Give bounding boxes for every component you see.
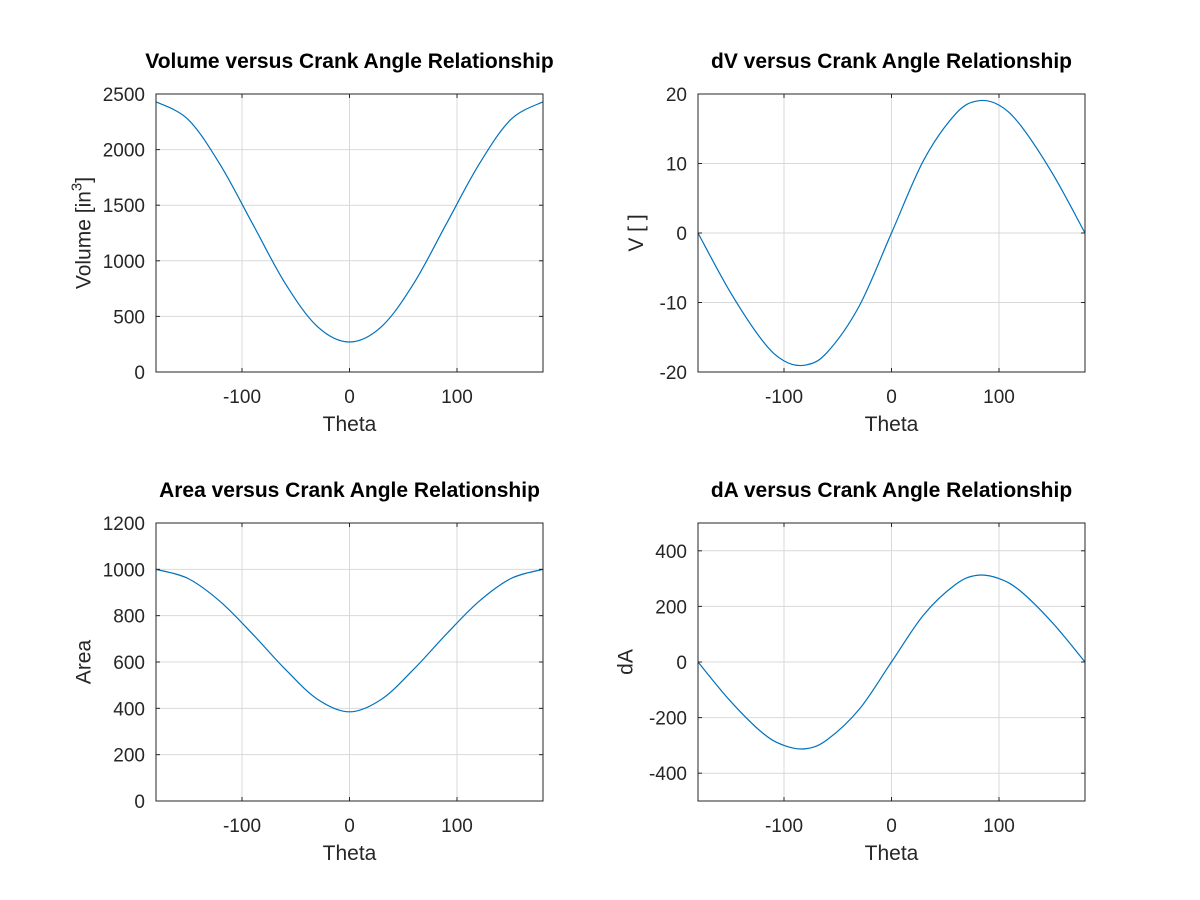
chart-title: Volume versus Crank Angle Relationship (145, 50, 553, 73)
series-line (155, 101, 544, 343)
subplot-da: -100 0 100 -400 -200 0 200 400 dA versus Crank A… (615, 479, 1086, 865)
y-tick-label: 1000 (103, 252, 145, 273)
y-tick-label: 200 (113, 746, 145, 767)
chart-title: dV versus Crank Angle Relationship (711, 50, 1072, 73)
y-tick-label: 1200 (103, 514, 145, 535)
x-axis-label: Theta (323, 413, 377, 436)
x-tick-label: 0 (886, 816, 897, 837)
y-tick-label: 2500 (103, 85, 145, 106)
y-tick-label: 0 (134, 792, 145, 813)
series-line (697, 99, 1086, 367)
y-tick-label: 0 (134, 363, 145, 384)
y-tick-label: -200 (649, 709, 687, 730)
x-tick-label: 100 (983, 387, 1015, 408)
x-tick-label: -100 (765, 387, 803, 408)
y-tick-label: 1000 (103, 560, 145, 581)
x-tick-label: 0 (344, 816, 355, 837)
x-tick-label: 100 (441, 816, 473, 837)
y-tick-label: 0 (676, 224, 687, 245)
x-tick-label: -100 (223, 387, 261, 408)
x-axis-label: Theta (323, 842, 377, 865)
series-line (155, 568, 544, 713)
x-tick-label: 0 (344, 387, 355, 408)
x-tick-label: 100 (983, 816, 1015, 837)
x-tick-label: 0 (886, 387, 897, 408)
y-axis-label: Area (73, 640, 96, 685)
x-axis-label: Theta (865, 842, 919, 865)
y-tick-label: 10 (666, 155, 687, 176)
chart-title: dA versus Crank Angle Relationship (711, 479, 1072, 502)
y-axis-label: V [ ] (625, 214, 648, 251)
x-axis-label: Theta (865, 413, 919, 436)
y-tick-label: 2000 (103, 141, 145, 162)
y-tick-label: -20 (660, 363, 687, 384)
chart-title: Area versus Crank Angle Relationship (159, 479, 540, 502)
x-tick-label: -100 (223, 816, 261, 837)
y-tick-label: 400 (113, 699, 145, 720)
y-tick-label: 800 (113, 607, 145, 628)
y-tick-label: 200 (655, 597, 687, 618)
series-line (697, 574, 1086, 750)
y-axis-label: dA (615, 649, 638, 675)
x-tick-label: 100 (441, 387, 473, 408)
y-axis-label: Volume [in3] (69, 177, 96, 289)
y-tick-label: 500 (113, 307, 145, 328)
y-tick-label: 600 (113, 653, 145, 674)
y-tick-label: -400 (649, 764, 687, 785)
y-tick-label: -10 (660, 294, 687, 315)
y-tick-label: 400 (655, 542, 687, 563)
y-tick-label: 1500 (103, 196, 145, 217)
x-tick-label: -100 (765, 816, 803, 837)
y-tick-label: 0 (676, 653, 687, 674)
y-tick-label: 20 (666, 85, 687, 106)
